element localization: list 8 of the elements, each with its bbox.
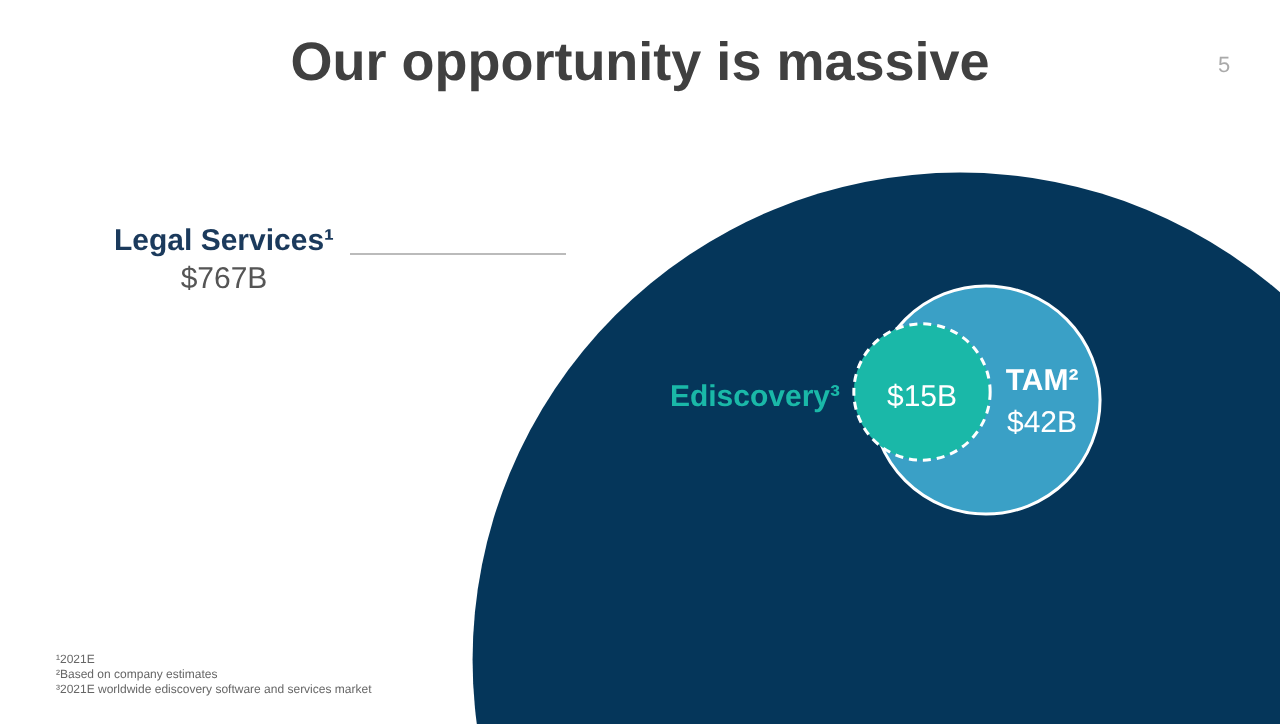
category-label: Legal Services¹	[113, 224, 335, 258]
data-label: $767B	[180, 262, 268, 296]
data-label: $42B	[1006, 406, 1078, 440]
data-label: $15B	[886, 380, 958, 414]
text: 5	[1217, 54, 1231, 78]
text: Our opportunity is massive	[290, 32, 990, 92]
category-label: TAM²	[1005, 364, 1079, 398]
category-label: Ediscovery³	[669, 380, 840, 414]
